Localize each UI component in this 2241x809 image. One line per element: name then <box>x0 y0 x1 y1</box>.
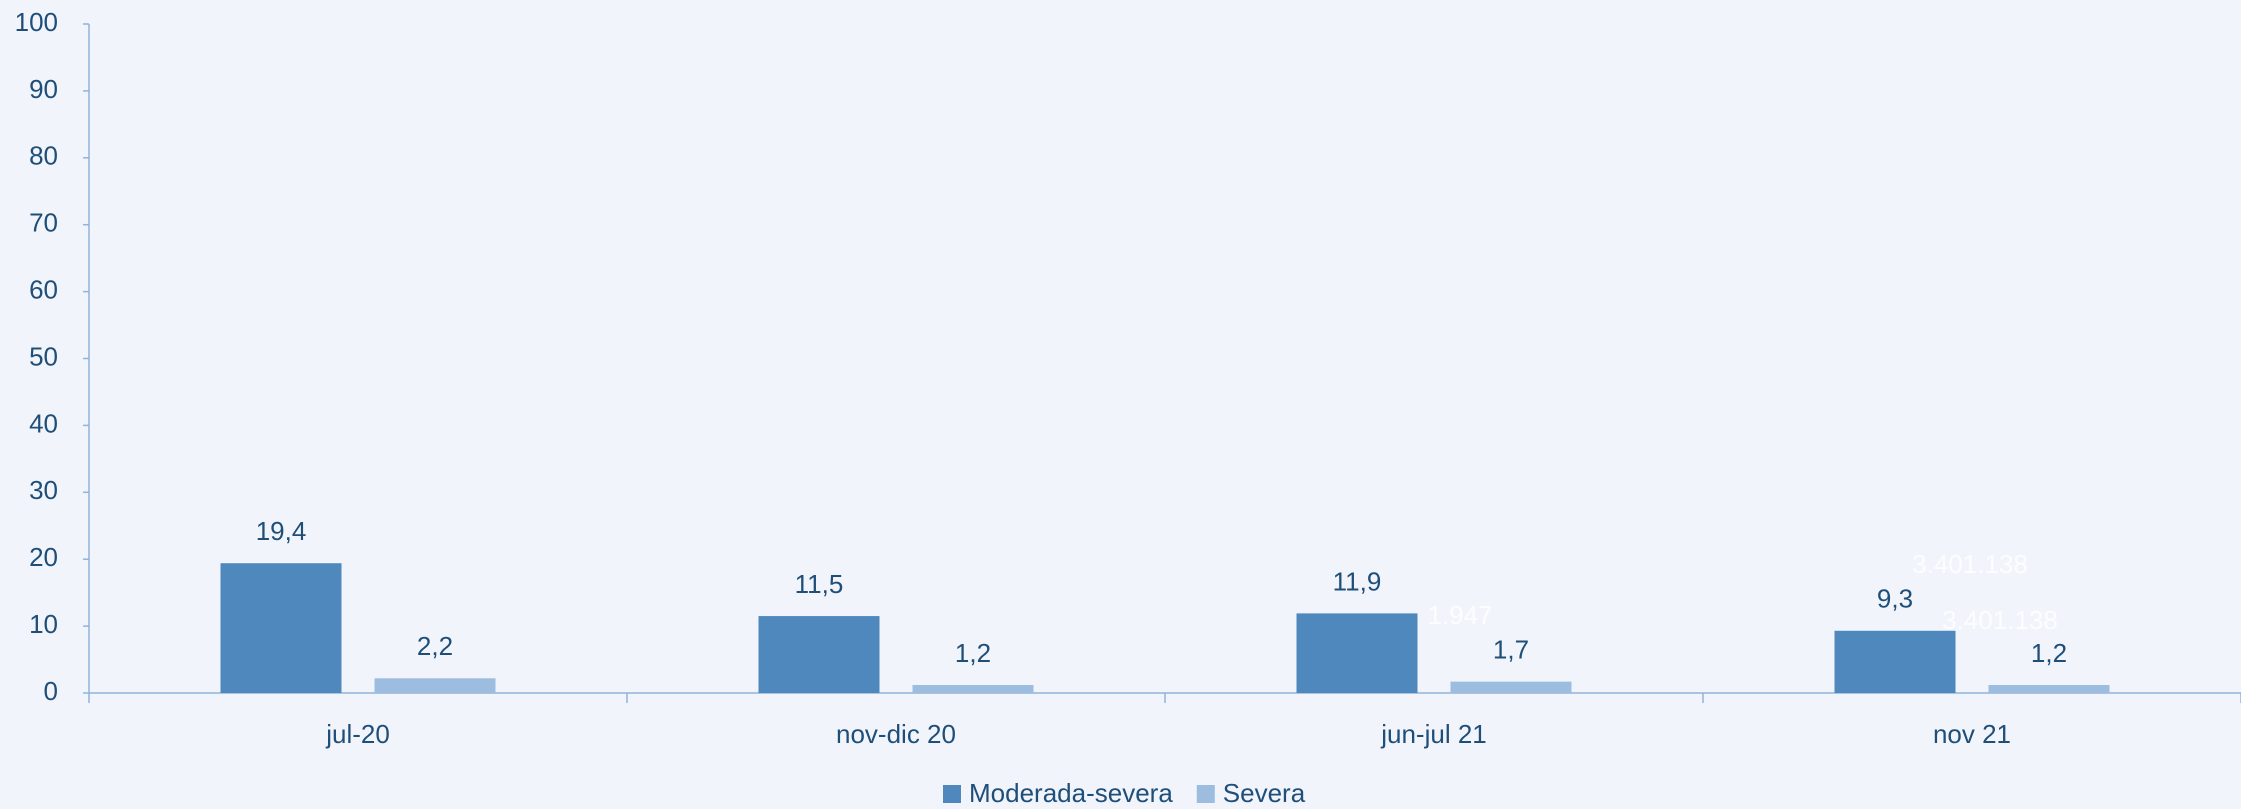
value-label: 1,7 <box>1493 635 1529 665</box>
value-label: 1,2 <box>2031 638 2067 668</box>
y-tick-label: 10 <box>29 609 58 639</box>
y-tick-label: 100 <box>15 7 58 37</box>
y-tick-label: 80 <box>29 141 58 171</box>
value-label: 2,2 <box>417 631 453 661</box>
bar <box>912 684 1034 693</box>
bar <box>1450 681 1572 693</box>
y-tick-label: 50 <box>29 341 58 371</box>
annotation: 3.401.138 <box>1942 605 2058 635</box>
value-label: 11,5 <box>795 569 844 599</box>
y-tick-label: 40 <box>29 408 58 438</box>
bar <box>220 563 342 693</box>
value-label: 1,2 <box>955 638 991 668</box>
value-label: 11,9 <box>1333 566 1382 596</box>
x-tick-label: jul-20 <box>325 719 390 749</box>
x-tick-label: nov 21 <box>1933 719 2011 749</box>
annotation: 3.401.138 <box>1912 549 2028 579</box>
legend-label: Moderada-severa <box>969 778 1173 808</box>
y-tick-label: 0 <box>44 676 58 706</box>
y-tick-label: 60 <box>29 274 58 304</box>
bar <box>1988 684 2110 693</box>
annotation: 1.947 <box>1427 600 1492 630</box>
legend-swatch <box>1196 785 1215 803</box>
bar <box>374 678 496 693</box>
bar <box>1296 613 1418 693</box>
y-tick-label: 70 <box>29 208 58 238</box>
bar <box>1834 630 1956 693</box>
value-label: 9,3 <box>1877 584 1913 614</box>
legend-label: Severa <box>1223 778 1306 808</box>
x-tick-label: jun-jul 21 <box>1380 719 1487 749</box>
value-label: 19,4 <box>256 516 307 546</box>
legend-swatch <box>943 785 961 803</box>
y-tick-label: 30 <box>29 475 58 505</box>
y-tick-label: 90 <box>29 74 58 104</box>
y-tick-label: 20 <box>29 542 58 572</box>
bar <box>758 616 880 693</box>
x-tick-label: nov-dic 20 <box>836 719 956 749</box>
